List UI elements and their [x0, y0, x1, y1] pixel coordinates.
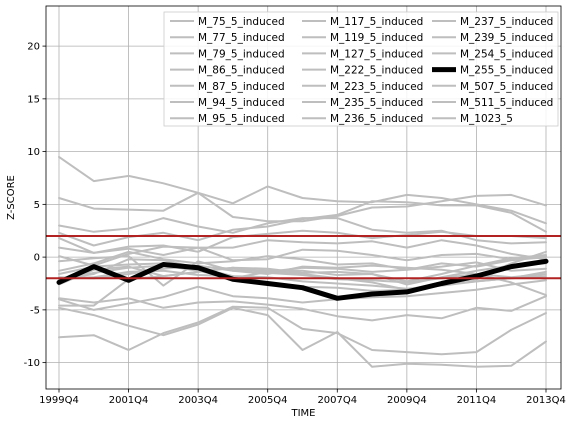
- legend-entry: M_79_5_induced: [198, 48, 285, 60]
- series-line-m-237-5-induced: [58, 250, 547, 272]
- x-tick-label: 2001Q4: [109, 395, 149, 406]
- series-line-m-127-5-induced: [58, 306, 547, 368]
- y-tick-label: -5: [30, 305, 40, 316]
- legend-entry: M_254_5_induced: [460, 48, 553, 60]
- legend-entry: M_255_5_induced: [460, 65, 553, 77]
- legend-entry: M_511_5_induced: [460, 97, 553, 109]
- legend-entry: M_75_5_induced: [198, 16, 285, 28]
- y-axis-label: Z-SCORE: [6, 175, 17, 220]
- series-line-m-222-5-induced: [58, 305, 547, 356]
- y-tick-label: -10: [24, 358, 40, 369]
- series-line-m-511-5-induced: [58, 258, 547, 290]
- legend-box: [163, 11, 559, 127]
- legend-entry: M_87_5_induced: [198, 81, 285, 93]
- legend-entry: M_86_5_induced: [198, 65, 285, 77]
- legend-entry: M_119_5_induced: [330, 32, 423, 44]
- x-tick-label: 2003Q4: [178, 395, 218, 406]
- legend-entry: M_237_5_induced: [460, 16, 553, 28]
- series-lines: [56, 155, 549, 368]
- legend-entry: M_77_5_induced: [198, 32, 285, 44]
- y-tick-label: 5: [34, 200, 40, 211]
- x-tick-label: 1999Q4: [39, 395, 79, 406]
- x-tick-label: 2009Q4: [387, 395, 427, 406]
- legend-entry: M_235_5_induced: [330, 97, 423, 109]
- y-tick-label: 10: [27, 147, 40, 158]
- series-line-m-87-5-induced: [58, 229, 547, 254]
- legend-entry: M_236_5_induced: [330, 113, 423, 125]
- legend-entry: M_127_5_induced: [330, 48, 423, 60]
- legend-entry: M_507_5_induced: [460, 81, 553, 93]
- x-axis-ticks: 1999Q4 2001Q4 2003Q4 2005Q4 2007Q4 2009Q4 2011…: [39, 389, 566, 406]
- series-line-m-77-5-induced: [58, 191, 547, 223]
- series-line-m-223-5-induced: [58, 295, 547, 322]
- x-axis-label: TIME: [290, 408, 315, 419]
- reference-lines: [46, 235, 561, 280]
- y-tick-label: 20: [27, 42, 40, 53]
- legend-entry: M_117_5_induced: [330, 16, 423, 28]
- y-tick-label: 0: [34, 253, 40, 264]
- series-line-m-507-5-induced: [58, 265, 547, 286]
- legend-entry: M_94_5_induced: [198, 97, 285, 109]
- x-tick-label: 2007Q4: [317, 395, 357, 406]
- series-line-m-235-5-induced: [58, 279, 547, 311]
- x-tick-label: 2005Q4: [248, 395, 288, 406]
- legend-entry: M_222_5_induced: [330, 65, 423, 77]
- series-line-m-1023-5: [58, 256, 547, 283]
- legend-entry: M_1023_5: [460, 113, 513, 125]
- y-axis-ticks: -10 -5 0 5 10 15 20: [24, 42, 46, 369]
- plot-frame: [45, 5, 562, 390]
- legend-entry: M_95_5_induced: [198, 113, 285, 125]
- legend: M_75_5_induced M_77_5_induced M_79_5_induc…: [163, 11, 559, 127]
- y-tick-label: 15: [27, 94, 40, 105]
- series-line-m-254-5-induced: [58, 239, 547, 267]
- series-line-m-117-5-induced: [58, 254, 547, 283]
- x-tick-label: 2013Q4: [526, 395, 566, 406]
- legend-entry: M_223_5_induced: [330, 81, 423, 93]
- x-tick-label: 2011Q4: [457, 395, 497, 406]
- legend-entry: M_239_5_induced: [460, 32, 553, 44]
- series-line-m-75-5-induced: [58, 155, 547, 225]
